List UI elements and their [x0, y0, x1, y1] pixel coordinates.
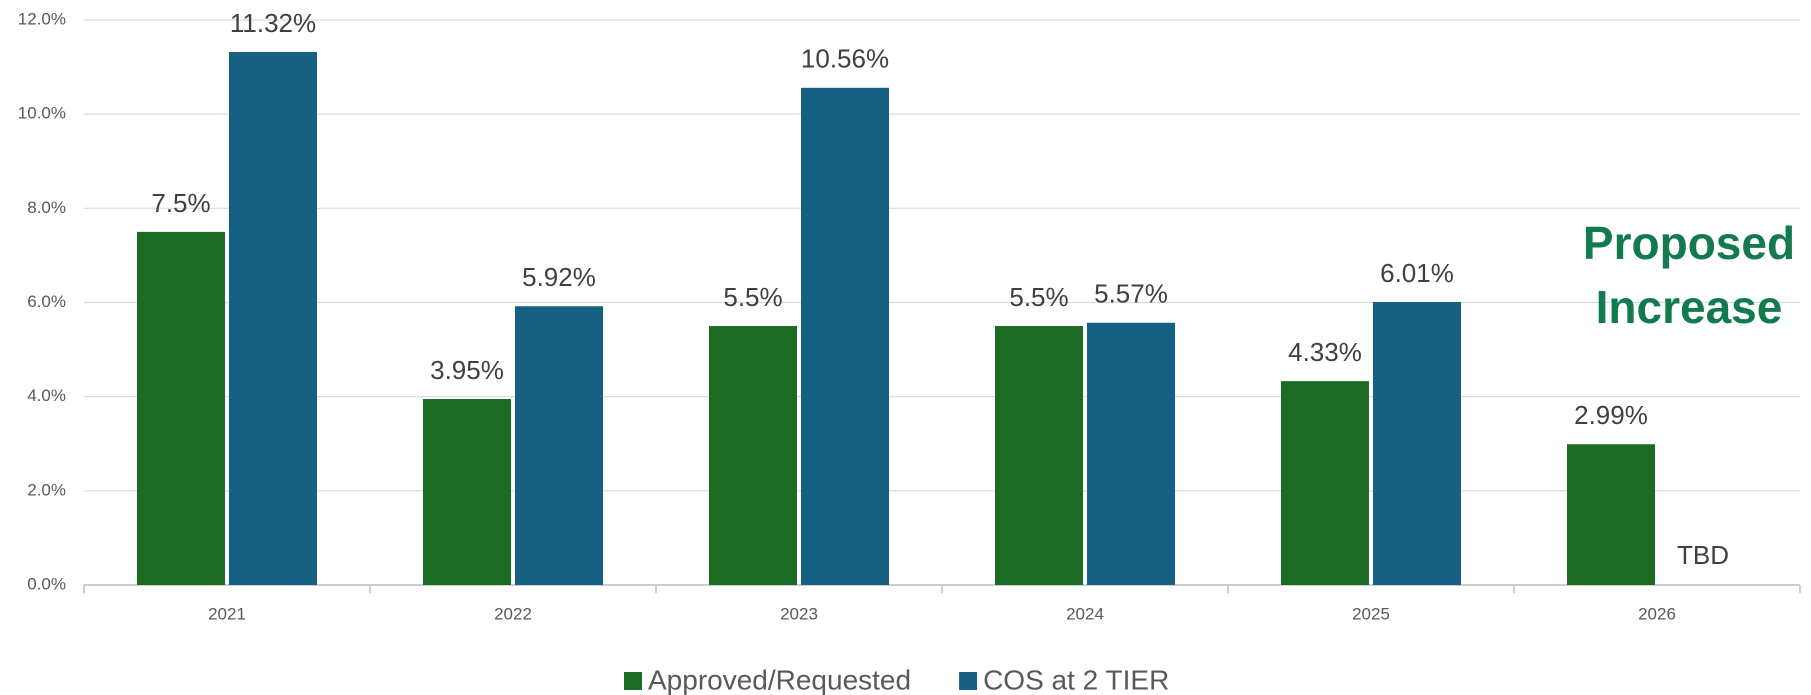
- x-tick-label: 2022: [494, 604, 532, 623]
- legend-label: COS at 2 TIER: [983, 664, 1169, 695]
- data-label: 5.5%: [1009, 282, 1068, 312]
- data-label: 3.95%: [430, 355, 504, 385]
- y-tick-label: 8.0%: [27, 198, 66, 217]
- bar: [137, 231, 225, 585]
- data-label: 11.32%: [230, 8, 316, 38]
- x-tick-label: 2021: [208, 604, 246, 623]
- y-tick-label: 2.0%: [27, 480, 66, 499]
- y-tick-label: 4.0%: [27, 386, 66, 405]
- y-tick-label: 6.0%: [27, 292, 66, 311]
- bar: [1373, 302, 1461, 585]
- bar: [801, 87, 889, 586]
- x-tick-label: 2026: [1638, 604, 1676, 623]
- data-label: 5.5%: [723, 282, 782, 312]
- bar: [995, 326, 1083, 585]
- bar: [1087, 322, 1175, 585]
- annotation: TBD: [1677, 540, 1729, 570]
- data-label: 4.33%: [1288, 337, 1362, 367]
- legend-swatch: [959, 672, 978, 690]
- x-tick-label: 2024: [1066, 604, 1104, 623]
- bar: [1567, 444, 1655, 585]
- legend-swatch: [624, 672, 642, 690]
- x-tick-label: 2023: [780, 604, 818, 623]
- data-label: 6.01%: [1380, 258, 1454, 288]
- bar: [515, 306, 603, 585]
- bar: [709, 326, 797, 585]
- annotation: Proposed: [1583, 217, 1795, 269]
- x-tick-label: 2025: [1352, 604, 1390, 623]
- data-label: 2.99%: [1574, 400, 1648, 430]
- y-tick-label: 0.0%: [27, 574, 66, 593]
- bar: [229, 52, 317, 586]
- annotation: Increase: [1596, 281, 1783, 333]
- legend-label: Approved/Requested: [648, 664, 911, 695]
- data-label: 5.57%: [1094, 279, 1168, 309]
- data-label: 10.56%: [801, 44, 889, 74]
- data-label: 5.92%: [522, 262, 596, 292]
- bar: [1281, 381, 1369, 585]
- data-label: 7.5%: [151, 188, 210, 218]
- y-tick-label: 10.0%: [18, 104, 66, 123]
- y-tick-label: 12.0%: [18, 9, 66, 28]
- bar: [423, 399, 511, 585]
